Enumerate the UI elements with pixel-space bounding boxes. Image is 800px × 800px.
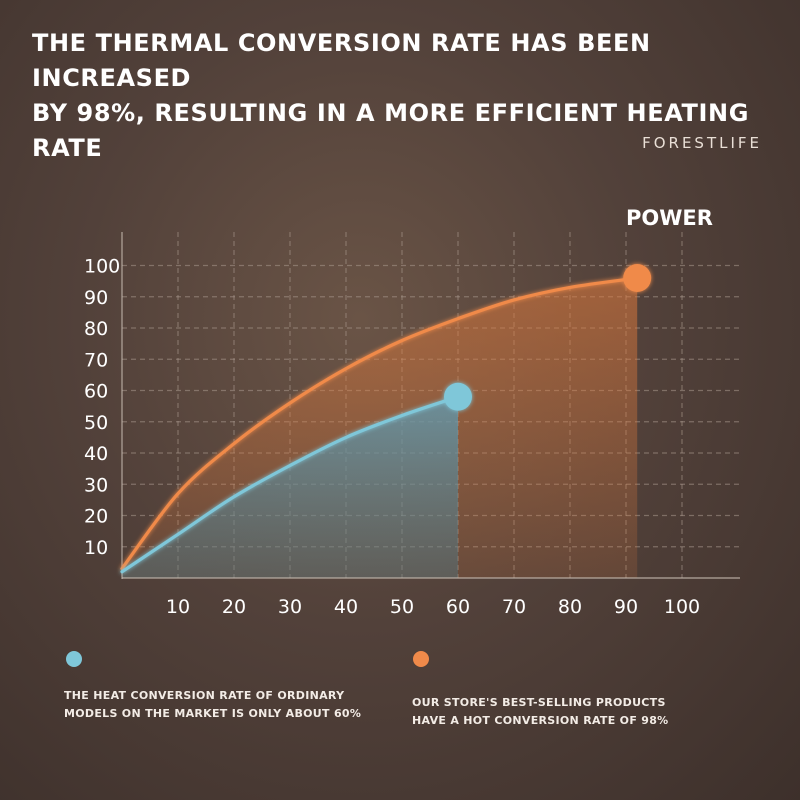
headline-line-1: THE THERMAL CONVERSION RATE HAS BEEN INC… xyxy=(32,29,651,92)
legend-text-best-selling: OUR STORE'S BEST-SELLING PRODUCTS HAVE A… xyxy=(412,694,669,730)
legend-ordinary-line-1: THE HEAT CONVERSION RATE OF ORDINARY xyxy=(64,689,345,702)
y-tick-label: 40 xyxy=(84,443,108,465)
legend-best-selling-line-1: OUR STORE'S BEST-SELLING PRODUCTS xyxy=(412,696,666,709)
y-tick-label: 100 xyxy=(84,256,120,278)
x-tick-label: 100 xyxy=(664,596,700,618)
x-tick-label: 80 xyxy=(558,596,582,618)
y-tick-label: 10 xyxy=(84,537,108,559)
area-fills xyxy=(122,278,638,578)
series-lines xyxy=(120,264,652,574)
x-tick-label: 70 xyxy=(502,596,526,618)
headline-line-2: BY 98%, RESULTING IN A MORE EFFICIENT HE… xyxy=(32,99,749,162)
legend-dot-best-selling xyxy=(413,651,429,667)
y-tick-label: 20 xyxy=(84,506,108,528)
end-marker-best-selling xyxy=(623,264,652,292)
legend-dot-ordinary xyxy=(66,651,82,667)
brand-logo: FORESTLIFE xyxy=(642,134,762,152)
x-tick-label: 90 xyxy=(614,596,638,618)
legend-ordinary-line-2: MODELS ON THE MARKET IS ONLY ABOUT 60% xyxy=(64,707,362,720)
chart-title: POWER xyxy=(626,206,713,230)
legend-text-ordinary: THE HEAT CONVERSION RATE OF ORDINARY MOD… xyxy=(64,687,361,723)
axes xyxy=(121,232,740,579)
x-tick-label: 20 xyxy=(222,596,246,618)
headline: THE THERMAL CONVERSION RATE HAS BEEN INC… xyxy=(32,26,782,166)
x-tick-label: 30 xyxy=(278,596,302,618)
y-tick-label: 80 xyxy=(84,318,108,340)
y-tick-label: 30 xyxy=(84,474,108,496)
y-tick-label: 90 xyxy=(84,287,108,309)
x-tick-label: 10 xyxy=(166,596,190,618)
area-ordinary xyxy=(122,396,458,578)
y-tick-label: 50 xyxy=(84,412,108,434)
tick-labels: 10 20 30 40 50 60 70 80 90 100 10 20 30 40 50 60 70 80 90 1… xyxy=(84,256,700,619)
legend-best-selling-line-2: HAVE A HOT CONVERSION RATE OF 98% xyxy=(412,714,669,727)
x-tick-label: 40 xyxy=(334,596,358,618)
end-marker-ordinary xyxy=(444,382,472,411)
x-tick-label: 60 xyxy=(446,596,470,618)
x-tick-label: 50 xyxy=(390,596,414,618)
line-ordinary xyxy=(120,395,460,574)
y-tick-label: 60 xyxy=(84,381,108,403)
line-best-selling xyxy=(120,276,639,571)
y-tick-label: 70 xyxy=(84,349,108,371)
